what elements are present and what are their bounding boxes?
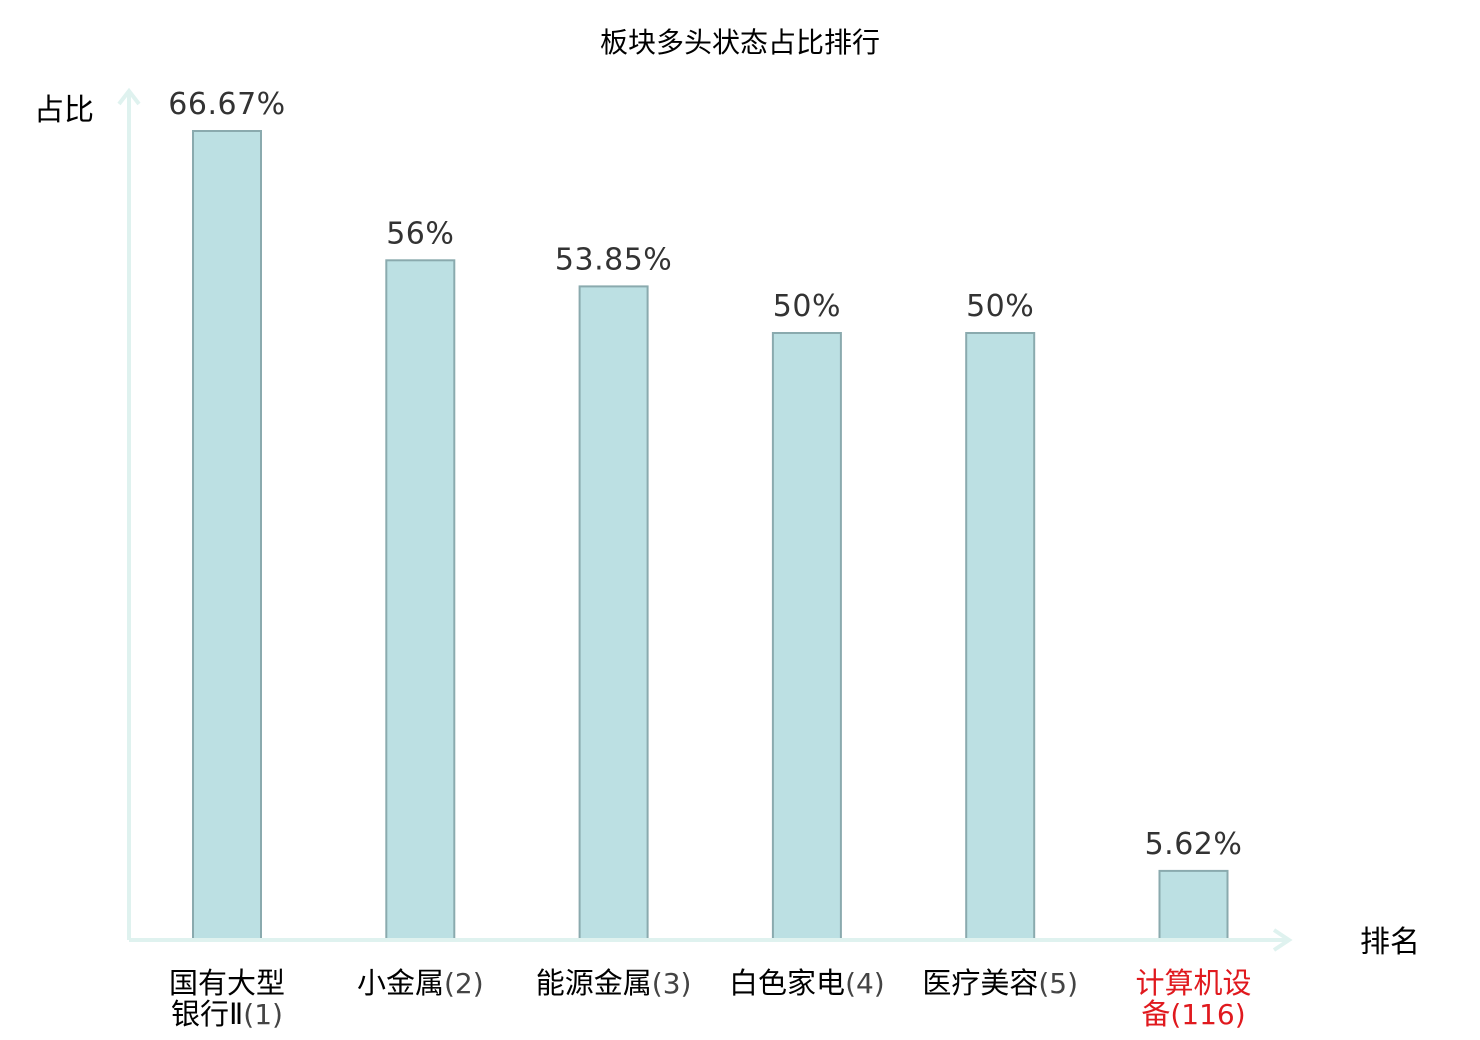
category-name-6-2: 备 bbox=[1141, 997, 1170, 1031]
category-rank-4: (4) bbox=[845, 967, 885, 1000]
category-name-4-1: 白色家电 bbox=[729, 966, 845, 1000]
y-axis-label: 占比 bbox=[34, 93, 94, 128]
category-label-6-line-1: 计算机设 bbox=[1135, 966, 1251, 1000]
chart-title: 板块多头状态占比排行 bbox=[600, 26, 880, 59]
category-label-5-line-1: 医疗美容(5) bbox=[922, 966, 1078, 1000]
value-label-5: 50% bbox=[966, 289, 1034, 324]
category-name-6-1: 计算机设 bbox=[1135, 966, 1251, 1000]
bar-6 bbox=[1158, 869, 1229, 941]
category-label-1-line-2: 银行Ⅱ(1) bbox=[171, 997, 283, 1031]
value-label-6: 5.62% bbox=[1145, 827, 1243, 862]
category-rank-3: (3) bbox=[652, 967, 692, 1000]
category-rank-6: (116) bbox=[1170, 998, 1245, 1031]
category-name-2-1: 小金属 bbox=[357, 966, 444, 1000]
x-axis-arrow bbox=[1272, 928, 1293, 952]
category-label-3-line-1: 能源金属(3) bbox=[536, 966, 692, 1000]
category-name-1-2: 银行Ⅱ bbox=[171, 997, 243, 1031]
y-axis-arrow bbox=[117, 87, 141, 106]
category-label-2-line-1: 小金属(2) bbox=[357, 966, 484, 1000]
value-label-4: 50% bbox=[773, 289, 841, 324]
category-rank-1: (1) bbox=[243, 998, 283, 1031]
axes bbox=[117, 87, 1293, 952]
bar-5 bbox=[965, 332, 1036, 940]
category-rank-5: (5) bbox=[1038, 967, 1078, 1000]
category-rank-2: (2) bbox=[444, 967, 484, 1000]
category-label-6-line-2: 备(116) bbox=[1141, 997, 1245, 1031]
bar-3 bbox=[578, 285, 649, 940]
x-axis-label: 排名 bbox=[1360, 925, 1420, 960]
bar-4 bbox=[771, 332, 842, 940]
value-label-1: 66.67% bbox=[168, 87, 285, 122]
value-labels-group: 66.67% 56% 53.85% 50% 50% 5.62% bbox=[168, 87, 1242, 862]
category-label-1-line-1: 国有大型 bbox=[169, 966, 285, 1000]
category-name-5-1: 医疗美容 bbox=[922, 966, 1038, 1000]
bar-2 bbox=[385, 259, 456, 940]
bar-1 bbox=[192, 130, 262, 940]
value-label-2: 56% bbox=[386, 216, 454, 251]
value-label-3: 53.85% bbox=[555, 242, 672, 277]
category-name-3-1: 能源金属 bbox=[536, 966, 652, 1000]
category-label-4-line-1: 白色家电(4) bbox=[729, 966, 885, 1000]
bars-group bbox=[192, 130, 1229, 941]
category-name-1-1: 国有大型 bbox=[169, 966, 285, 1000]
